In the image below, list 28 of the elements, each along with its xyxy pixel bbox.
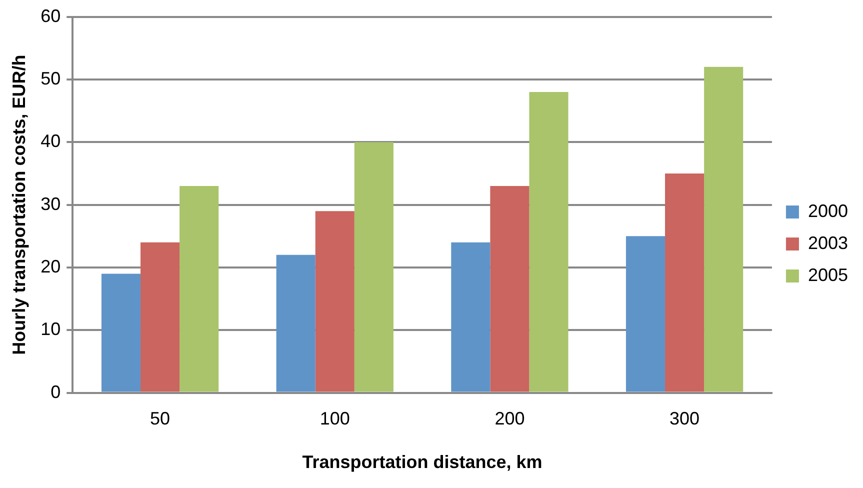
bar — [704, 66, 744, 392]
legend-label: 2005 — [808, 264, 848, 285]
x-tick-label: 100 — [320, 408, 350, 429]
bar — [101, 274, 141, 392]
y-axis-title: Hourly transportation costs, EUR/h — [8, 54, 29, 355]
bar — [665, 173, 704, 392]
y-tick-label: 30 — [40, 194, 61, 214]
bar — [529, 92, 568, 392]
legend-label: 2003 — [808, 232, 848, 253]
bar — [626, 236, 666, 392]
y-tick-label: 60 — [40, 6, 61, 26]
bar — [180, 186, 219, 392]
bar — [490, 186, 530, 392]
bar — [276, 254, 316, 392]
x-tick-label: 50 — [150, 408, 170, 429]
y-tick-label: 20 — [40, 256, 61, 276]
legend-label: 2000 — [808, 200, 848, 221]
y-tick-label: 0 — [50, 382, 61, 402]
x-tick-label: 300 — [670, 408, 700, 429]
y-tick-label: 10 — [40, 319, 61, 340]
bar — [140, 242, 180, 392]
x-axis-title: Transportation distance, km — [302, 452, 542, 472]
bar — [354, 142, 394, 392]
bar — [451, 242, 490, 392]
bar — [315, 211, 354, 392]
x-tick-label: 200 — [494, 408, 525, 429]
y-tick-label: 40 — [40, 131, 61, 152]
y-tick-label: 50 — [40, 68, 61, 88]
